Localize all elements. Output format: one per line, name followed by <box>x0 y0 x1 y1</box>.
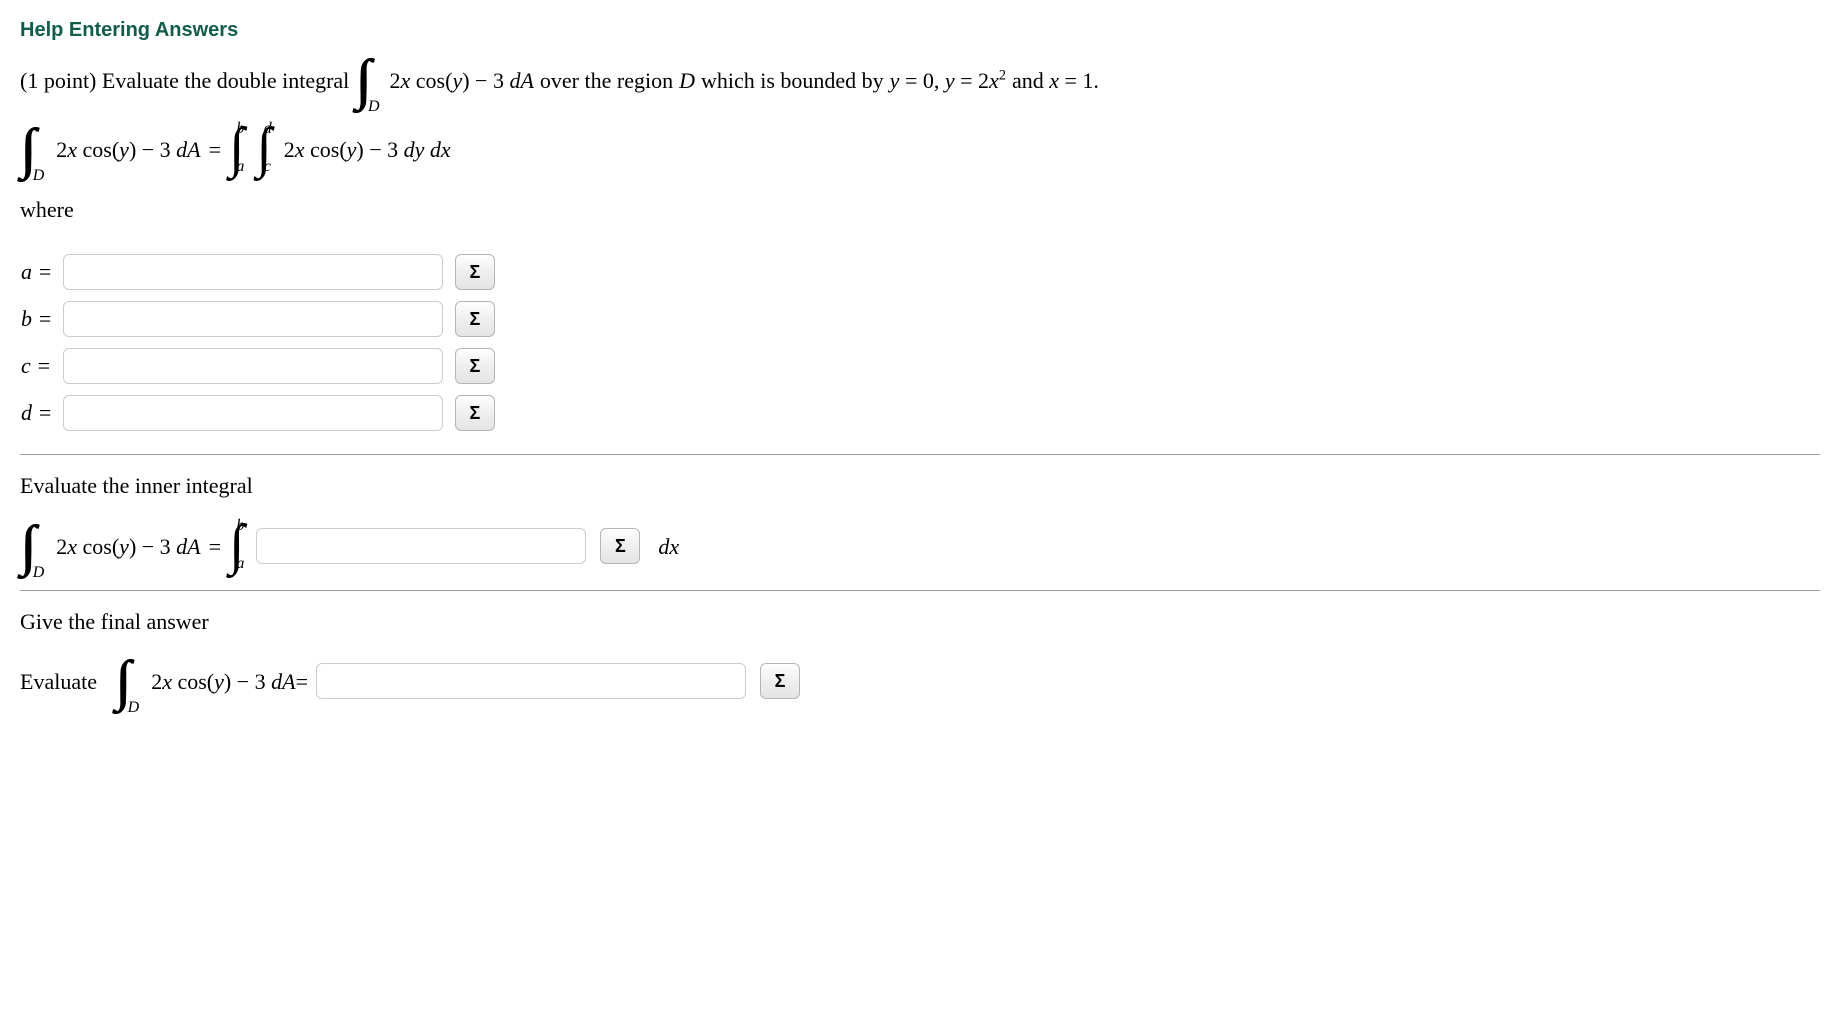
final-integrand: 2x cos(y) − 3 dA= <box>151 665 308 698</box>
bounds-input-table: a = Σ b = Σ c = Σ d = Σ <box>20 244 496 440</box>
final-answer-equation: Evaluate ∫∫ D 2x cos(y) − 3 dA= Σ <box>20 656 1820 706</box>
double-integral-icon: ∫∫ D <box>355 55 383 105</box>
outer-lower-bound: a <box>236 159 244 175</box>
label-c: c = <box>20 346 62 385</box>
outer-integral-inner-icon: ∫ b a <box>229 520 248 572</box>
region-text-1: over the region <box>540 64 673 97</box>
table-row: b = Σ <box>20 299 496 338</box>
outer-lower-bound: a <box>236 556 244 572</box>
evaluate-label: Evaluate <box>20 665 97 698</box>
inner-lhs-integrand: 2x cos(y) − 3 dA <box>56 530 200 563</box>
outer-upper-bound: b <box>236 518 244 534</box>
region-text-2: which is bounded by <box>701 64 884 97</box>
iterated-integrand: 2x cos(y) − 3 dy dx <box>284 133 451 166</box>
divider <box>20 454 1820 455</box>
where-label: where <box>20 193 1820 226</box>
double-integral-inner-icon: ∫∫ D <box>20 521 48 571</box>
dx-trail: dx <box>658 530 679 563</box>
inner-integral-equation: ∫∫ D 2x cos(y) − 3 dA = ∫ b a Σ dx <box>20 520 1820 572</box>
input-b[interactable] <box>63 301 443 337</box>
outer-upper-bound: b <box>236 121 244 137</box>
equation-editor-button-d[interactable]: Σ <box>455 395 495 431</box>
integral-domain-D: D <box>33 168 45 184</box>
region-bounds: y = 0, y = 2x2 <box>890 64 1006 97</box>
problem-container: Help Entering Answers (1 point) Evaluate… <box>0 0 1840 765</box>
label-a: a = <box>20 252 62 291</box>
double-integral-lhs-icon: ∫∫ D <box>20 124 48 174</box>
input-d[interactable] <box>63 395 443 431</box>
final-answer-heading: Give the final answer <box>20 605 1820 638</box>
equation-editor-button-final[interactable]: Σ <box>760 663 800 699</box>
integral-domain-D: D <box>128 700 140 716</box>
divider <box>20 590 1820 591</box>
equals: = <box>209 133 221 166</box>
equation-editor-button-a[interactable]: Σ <box>455 254 495 290</box>
points-and-intro: (1 point) Evaluate the double integral <box>20 64 349 97</box>
input-c[interactable] <box>63 348 443 384</box>
input-inner-integral[interactable] <box>256 528 586 564</box>
equation-editor-button-inner[interactable]: Σ <box>600 528 640 564</box>
lhs-integrand: 2x cos(y) − 3 dA <box>56 133 200 166</box>
inner-integral-icon: ∫ d c <box>256 123 275 175</box>
equation-editor-button-b[interactable]: Σ <box>455 301 495 337</box>
table-row: a = Σ <box>20 252 496 291</box>
table-row: c = Σ <box>20 346 496 385</box>
region-bounds-tail: and x = 1. <box>1012 64 1099 97</box>
outer-integral-icon: ∫ b a <box>229 123 248 175</box>
label-d: d = <box>20 393 62 432</box>
help-entering-answers-link[interactable]: Help Entering Answers <box>20 15 238 45</box>
equals: = <box>209 530 221 563</box>
double-integral-final-icon: ∫∫ D <box>115 656 143 706</box>
integrand: 2x cos(y) − 3 dA <box>390 64 534 97</box>
equation-editor-button-c[interactable]: Σ <box>455 348 495 384</box>
label-b: b = <box>20 299 62 338</box>
input-final-answer[interactable] <box>316 663 746 699</box>
iterated-integral-equation: ∫∫ D 2x cos(y) − 3 dA = ∫ b a ∫ d c 2x c… <box>20 123 1820 175</box>
problem-statement: (1 point) Evaluate the double integral ∫… <box>20 55 1820 105</box>
region-D: D <box>679 64 695 97</box>
table-row: d = Σ <box>20 393 496 432</box>
inner-upper-bound: d <box>264 121 272 137</box>
integral-domain-D: D <box>33 565 45 581</box>
integral-domain-D: D <box>368 99 380 115</box>
input-a[interactable] <box>63 254 443 290</box>
inner-integral-heading: Evaluate the inner integral <box>20 469 1820 502</box>
inner-lower-bound: c <box>264 159 272 175</box>
